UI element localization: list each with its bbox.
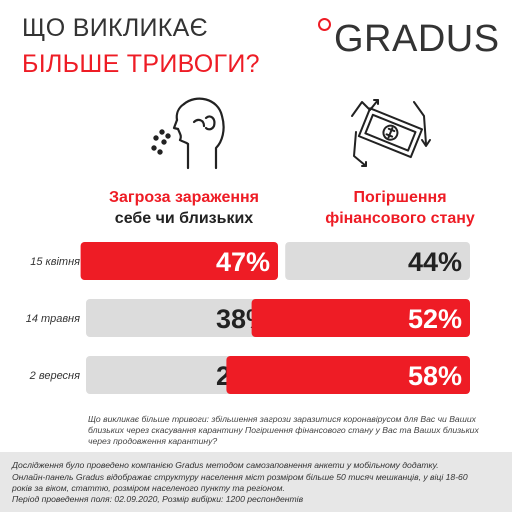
bar xyxy=(226,356,470,394)
footer-line2: Онлайн-панель Gradus відображає структур… xyxy=(12,472,468,482)
question-note: Що викликає більше тривоги: збільшення з… xyxy=(88,414,479,446)
gradus-logo: GRADUS xyxy=(318,18,500,62)
bar xyxy=(285,242,470,280)
coughing-person-icon xyxy=(150,96,230,174)
bar-value-label: 58% xyxy=(408,361,462,391)
bar xyxy=(86,299,278,337)
category-label: 14 травня xyxy=(26,313,80,325)
page-title-line2: БІЛЬШЕ ТРИВОГИ? xyxy=(22,50,260,78)
footer-line1: Дослідження було проведено компанією Gra… xyxy=(12,460,439,470)
footer-line3: років за віком, статтю, розміром населен… xyxy=(12,483,285,493)
methodology-footer: Дослідження було проведено компанією Gra… xyxy=(0,452,512,512)
bar-value-label: 52% xyxy=(408,304,462,334)
falling-money-icon xyxy=(348,96,434,172)
bar-value-label: 44% xyxy=(408,247,462,277)
bar xyxy=(251,299,470,337)
bar-value-label: 47% xyxy=(216,247,270,277)
column-header-infection-line2: себе чи близьких xyxy=(114,210,254,227)
column-header-finance-line2: фінансового стану xyxy=(325,210,475,227)
category-label: 2 вересня xyxy=(29,370,80,382)
column-header-infection-line1: Загроза зараження xyxy=(108,189,259,206)
page-title-line1: ЩО ВИКЛИКАЄ xyxy=(22,14,208,42)
column-header-finance-line1: Погіршення xyxy=(353,189,447,206)
column-header-finance: Погіршення фінансового стану xyxy=(300,187,500,229)
footer-line4: Період проведення поля: 02.09.2020, Розм… xyxy=(12,494,304,504)
bar xyxy=(80,242,278,280)
logo-text: GRADUS xyxy=(334,18,500,60)
category-label: 15 квітня xyxy=(30,256,80,268)
column-header-infection: Загроза зараження себе чи близьких xyxy=(84,187,284,229)
logo-ring-icon xyxy=(318,18,331,31)
